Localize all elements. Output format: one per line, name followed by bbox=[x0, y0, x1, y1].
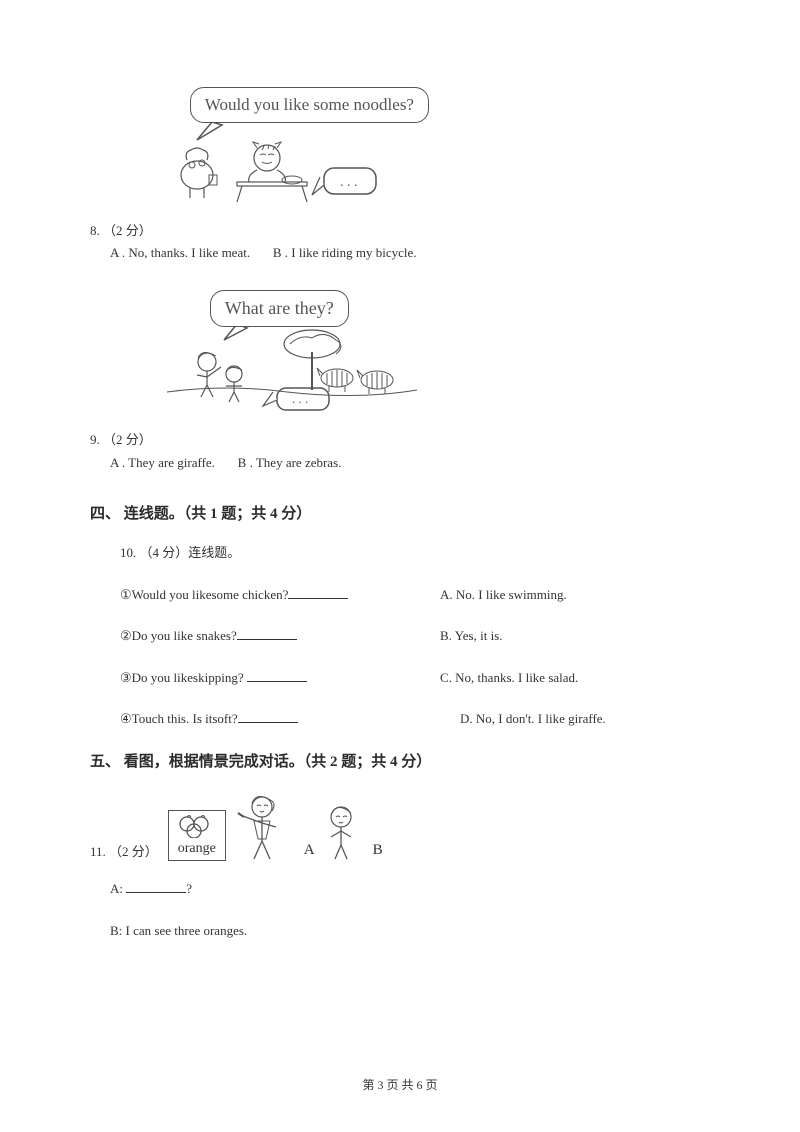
q10-row-4: ④Touch this. Is itsoft? D. No, I don't. … bbox=[120, 709, 710, 729]
q10-row-2: ②Do you like snakes? B. Yes, it is. bbox=[120, 626, 710, 646]
blank[interactable] bbox=[237, 627, 297, 640]
q10-4-right: D. No, I don't. I like giraffe. bbox=[460, 709, 606, 729]
q11-image-row: 11. （2 分） orange A bbox=[90, 791, 710, 861]
q10-2-left: ②Do you like snakes? bbox=[120, 628, 237, 643]
q10-2-right: B. Yes, it is. bbox=[440, 626, 503, 646]
q8-label: 8. （2 分） bbox=[90, 221, 152, 241]
question-9: 9. （2 分） bbox=[90, 292, 710, 473]
q10-label: 10. （4 分）连线题。 bbox=[120, 543, 710, 563]
q11-line-a: A: ? bbox=[110, 879, 710, 899]
page-footer: 第 3 页 共 6 页 bbox=[0, 1076, 800, 1094]
q8-illustration: . . . Would you like some noodles? bbox=[162, 90, 401, 241]
blank[interactable] bbox=[238, 710, 298, 723]
q9-image-row: 9. （2 分） bbox=[90, 292, 710, 449]
q10-3-left: ③Do you likeskipping? bbox=[120, 670, 247, 685]
q8-option-a: A . No, thanks. I like meat. bbox=[110, 245, 250, 260]
q11-label: 11. （2 分） bbox=[90, 842, 158, 862]
blank[interactable] bbox=[247, 669, 307, 682]
oranges-icon bbox=[175, 814, 219, 838]
q8-image-row: 8. （2 分） bbox=[90, 90, 710, 241]
student-icon bbox=[319, 801, 369, 861]
q9-label: 9. （2 分） bbox=[90, 430, 152, 450]
q11-a-suffix: ? bbox=[186, 881, 192, 896]
q9-illustration: . . . What are they? bbox=[162, 292, 422, 449]
q11-line-b: B: I can see three oranges. bbox=[110, 921, 710, 941]
q10-4-left: ④Touch this. Is itsoft? bbox=[120, 711, 238, 726]
orange-word: orange bbox=[178, 838, 216, 859]
svg-text:. . .: . . . bbox=[340, 175, 358, 190]
section-4-heading: 四、 连线题。（共 1 题；共 4 分） bbox=[90, 503, 710, 526]
q10-row-1: ①Would you likesome chicken? A. No. I li… bbox=[120, 585, 710, 605]
q9-speech-text: What are they? bbox=[225, 298, 334, 318]
teacher-icon bbox=[230, 791, 300, 861]
blank[interactable] bbox=[288, 586, 348, 599]
q11-illustration: orange A B bbox=[168, 791, 383, 861]
q9-speech-bubble: What are they? bbox=[210, 290, 349, 327]
blank[interactable] bbox=[126, 880, 186, 893]
q8-speech-text: Would you like some noodles? bbox=[205, 95, 414, 114]
q11-a-prefix: A: bbox=[110, 881, 126, 896]
question-11: 11. （2 分） orange A bbox=[90, 791, 710, 940]
section-5-heading: 五、 看图，根据情景完成对话。（共 2 题；共 4 分） bbox=[90, 751, 710, 774]
q10-3-right: C. No, thanks. I like salad. bbox=[440, 668, 578, 688]
q8-option-b: B . I like riding my bicycle. bbox=[273, 245, 417, 260]
person-a-label: A bbox=[304, 839, 315, 862]
svg-text:. . .: . . . bbox=[292, 391, 308, 406]
person-b-label: B bbox=[373, 839, 383, 862]
q9-options: A . They are giraffe. B . They are zebra… bbox=[110, 453, 710, 473]
q9-option-b: B . They are zebras. bbox=[238, 455, 342, 470]
q8-speech-bubble: Would you like some noodles? bbox=[190, 87, 429, 123]
q9-option-a: A . They are giraffe. bbox=[110, 455, 215, 470]
q10-row-3: ③Do you likeskipping? C. No, thanks. I l… bbox=[120, 668, 710, 688]
question-8: 8. （2 分） bbox=[90, 90, 710, 262]
q8-options: A . No, thanks. I like meat. B . I like … bbox=[110, 243, 710, 263]
q10-1-left: ①Would you likesome chicken? bbox=[120, 587, 288, 602]
q10-1-right: A. No. I like swimming. bbox=[440, 585, 567, 605]
orange-card: orange bbox=[168, 810, 226, 861]
